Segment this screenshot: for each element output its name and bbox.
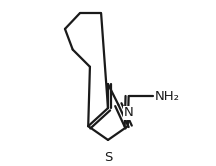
- Text: NH₂: NH₂: [155, 89, 180, 103]
- Text: N: N: [124, 106, 133, 119]
- Text: S: S: [104, 151, 112, 164]
